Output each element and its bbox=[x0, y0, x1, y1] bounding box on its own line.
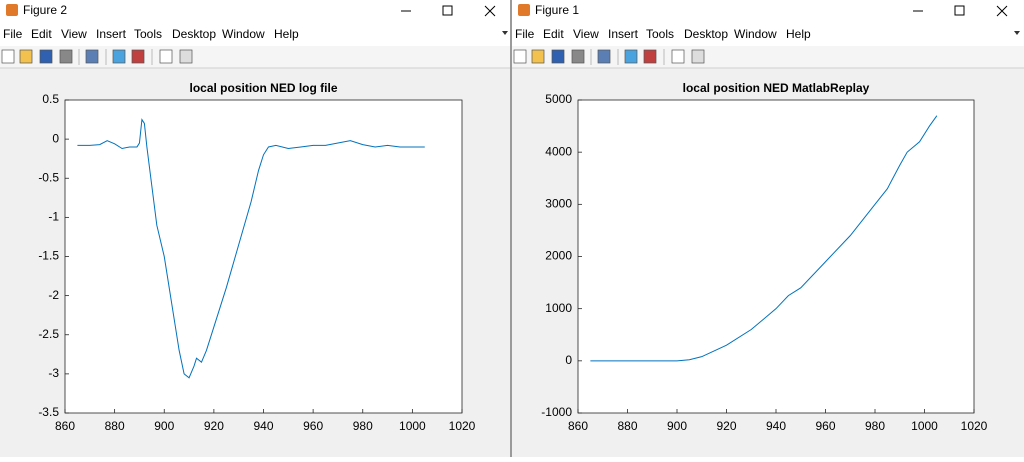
x-tick-label: 880 bbox=[105, 419, 125, 433]
toolbar-button[interactable] bbox=[571, 49, 585, 64]
toolbar-button[interactable] bbox=[159, 49, 173, 64]
y-tick-label: -3.5 bbox=[38, 405, 59, 419]
app-icon bbox=[6, 4, 18, 16]
close-button[interactable] bbox=[996, 5, 1008, 17]
app-icon bbox=[518, 4, 530, 16]
toolbar-button[interactable] bbox=[1, 49, 15, 64]
toolbar-button[interactable] bbox=[671, 49, 685, 64]
menu-bar bbox=[512, 22, 1024, 46]
x-tick-label: 940 bbox=[253, 419, 273, 433]
menu-item[interactable]: Desktop bbox=[172, 27, 216, 41]
menu-item[interactable]: File bbox=[515, 27, 535, 41]
y-tick-label: 0 bbox=[565, 353, 572, 367]
menu-item[interactable]: Desktop bbox=[684, 27, 728, 41]
toolbar-button[interactable] bbox=[551, 49, 565, 64]
toolbar-button[interactable] bbox=[85, 49, 99, 64]
x-tick-label: 860 bbox=[55, 419, 75, 433]
toolbar-button[interactable] bbox=[39, 49, 53, 64]
menu-item[interactable]: Insert bbox=[608, 27, 639, 41]
toolbar-button[interactable] bbox=[112, 49, 126, 64]
toolbar bbox=[512, 46, 1024, 68]
chart-title: local position NED log file bbox=[189, 81, 337, 95]
menu-item[interactable]: Insert bbox=[96, 27, 127, 41]
data-line bbox=[77, 118, 425, 379]
y-tick-label: -1 bbox=[48, 210, 59, 224]
menu-item[interactable]: Edit bbox=[31, 27, 52, 41]
x-tick-label: 960 bbox=[303, 419, 323, 433]
menu-item[interactable]: Help bbox=[786, 27, 811, 41]
y-tick-label: -1000 bbox=[541, 405, 572, 419]
x-tick-label: 1020 bbox=[961, 419, 988, 433]
maximize-button[interactable] bbox=[442, 5, 453, 16]
toolbar-button[interactable] bbox=[513, 49, 527, 64]
x-tick-label: 920 bbox=[204, 419, 224, 433]
x-tick-label: 980 bbox=[353, 419, 373, 433]
maximize-button[interactable] bbox=[954, 5, 965, 16]
title-bar bbox=[512, 0, 1024, 22]
window-title: Figure 1 bbox=[535, 3, 579, 17]
y-tick-label: -3 bbox=[48, 366, 59, 380]
chart-title: local position NED MatlabReplay bbox=[683, 81, 870, 95]
x-tick-label: 1000 bbox=[911, 419, 938, 433]
data-line bbox=[590, 115, 938, 362]
x-tick-label: 960 bbox=[815, 419, 835, 433]
x-tick-label: 900 bbox=[154, 419, 174, 433]
y-tick-label: 0 bbox=[52, 131, 59, 145]
window-divider bbox=[510, 0, 512, 457]
y-tick-label: 3000 bbox=[545, 197, 572, 211]
y-tick-label: -1.5 bbox=[38, 249, 59, 263]
toolbar-button[interactable] bbox=[19, 49, 33, 64]
toolbar-button[interactable] bbox=[691, 49, 705, 64]
x-tick-label: 940 bbox=[766, 419, 786, 433]
x-tick-label: 980 bbox=[865, 419, 885, 433]
close-button[interactable] bbox=[484, 5, 496, 17]
toolbar-button[interactable] bbox=[59, 49, 73, 64]
x-tick-label: 1020 bbox=[449, 419, 476, 433]
toolbar-button[interactable] bbox=[131, 49, 145, 64]
toolbar-button[interactable] bbox=[643, 49, 657, 64]
menu-item[interactable]: Tools bbox=[134, 27, 162, 41]
toolbar-button[interactable] bbox=[179, 49, 193, 64]
toolbar-button[interactable] bbox=[531, 49, 545, 64]
menu-item[interactable]: Edit bbox=[543, 27, 564, 41]
axes-background bbox=[64, 99, 463, 414]
x-tick-label: 920 bbox=[716, 419, 736, 433]
menu-bar bbox=[0, 22, 510, 46]
x-tick-label: 900 bbox=[667, 419, 687, 433]
menu-item[interactable]: Window bbox=[222, 27, 265, 41]
toolbar bbox=[0, 46, 510, 68]
dock-arrow[interactable] bbox=[1014, 31, 1020, 35]
y-tick-label: 4000 bbox=[545, 144, 572, 158]
y-tick-label: 5000 bbox=[545, 92, 572, 106]
y-tick-label: -2 bbox=[48, 288, 59, 302]
x-tick-label: 860 bbox=[568, 419, 588, 433]
y-tick-label: 2000 bbox=[545, 249, 572, 263]
axes-background bbox=[577, 99, 975, 414]
window-title: Figure 2 bbox=[23, 3, 67, 17]
menu-item[interactable]: View bbox=[61, 27, 87, 41]
menu-item[interactable]: File bbox=[3, 27, 23, 41]
x-tick-label: 1000 bbox=[399, 419, 426, 433]
y-tick-label: -0.5 bbox=[38, 170, 59, 184]
menu-item[interactable]: Help bbox=[274, 27, 299, 41]
dock-arrow[interactable] bbox=[502, 31, 508, 35]
title-bar bbox=[0, 0, 510, 22]
menu-item[interactable]: Window bbox=[734, 27, 777, 41]
menu-item[interactable]: Tools bbox=[646, 27, 674, 41]
y-tick-label: 1000 bbox=[545, 301, 572, 315]
menu-item[interactable]: View bbox=[573, 27, 599, 41]
toolbar-button[interactable] bbox=[597, 49, 611, 64]
y-tick-label: 0.5 bbox=[42, 92, 59, 106]
y-tick-label: -2.5 bbox=[38, 327, 59, 341]
toolbar-button[interactable] bbox=[624, 49, 638, 64]
x-tick-label: 880 bbox=[617, 419, 637, 433]
